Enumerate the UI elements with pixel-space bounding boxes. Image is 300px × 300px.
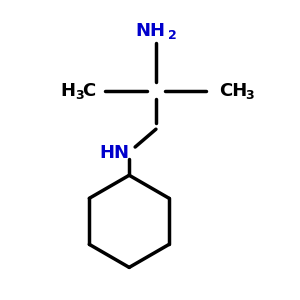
Text: NH: NH	[135, 22, 165, 40]
Text: 3: 3	[245, 88, 254, 101]
Text: C: C	[82, 82, 96, 100]
Text: 3: 3	[75, 88, 84, 101]
Text: CH: CH	[219, 82, 247, 100]
Text: HN: HN	[99, 144, 129, 162]
Text: 2: 2	[168, 29, 177, 42]
Text: H: H	[61, 82, 76, 100]
